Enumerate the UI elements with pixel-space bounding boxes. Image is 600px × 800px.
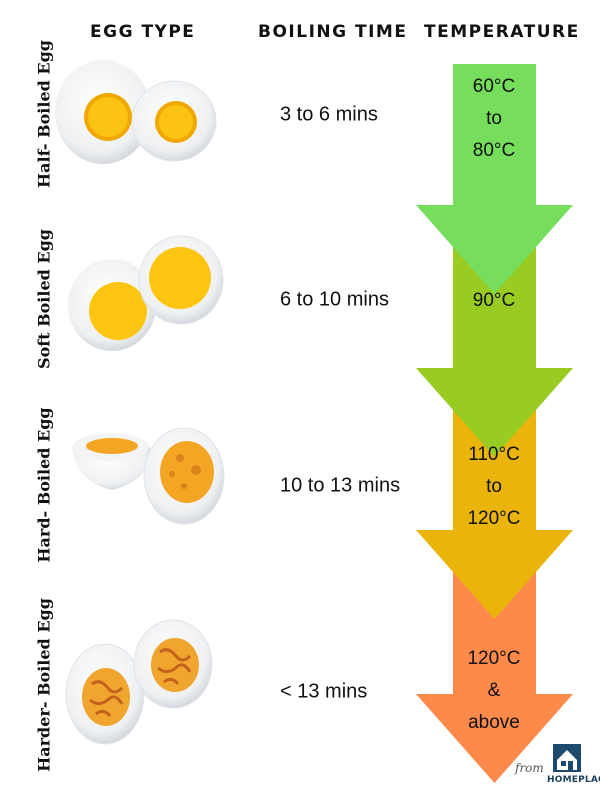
temperature-line: & (487, 680, 501, 701)
temperature-line: above (468, 712, 520, 733)
temperature-line: 80°C (472, 140, 516, 161)
boiling-time-soft-boiled: 6 to 10 mins (280, 288, 389, 311)
logo-from-text: from (515, 761, 544, 775)
temperature-hard-boiled: 110°C to 120°C (437, 439, 551, 535)
temperature-soft-boiled: 90°C (437, 285, 551, 317)
temperature-arrow-soft (416, 246, 573, 457)
boiling-time-half-boiled: 3 to 6 mins (280, 103, 378, 126)
header-egg-type: EGG TYPE (90, 22, 196, 42)
temperature-line: to (486, 108, 502, 129)
temperature-line: to (486, 476, 502, 497)
homeplace-logo: from HOMEPLACE.IN (515, 743, 600, 793)
temperature-line: 60°C (472, 76, 516, 97)
soft-boiled-egg-image (68, 235, 224, 351)
temperature-half-boiled: 60°C to 80°C (437, 71, 551, 167)
logo-name-text: HOMEPLACE.IN (547, 775, 600, 785)
boiling-time-harder-boiled: < 13 mins (280, 680, 368, 703)
temperature-line: 120°C (467, 508, 521, 529)
temperature-line: 110°C (468, 444, 520, 465)
temperature-line: 90°C (472, 290, 516, 311)
hard-boiled-egg-image (72, 427, 225, 525)
header-boiling-time: BOILING TIME (258, 22, 408, 42)
header-temperature: TEMPERATURE (424, 22, 580, 42)
temperature-arrow-harder (416, 572, 573, 783)
harder-boiled-egg-image (65, 619, 213, 745)
temperature-line: 120°C (467, 648, 521, 669)
house-icon (553, 744, 581, 772)
temperature-arrow-hard (416, 408, 573, 619)
boiling-time-hard-boiled: 10 to 13 mins (280, 474, 401, 497)
temperature-arrow-half (416, 64, 573, 294)
half-boiled-egg-image (55, 60, 217, 164)
temperature-harder-boiled: 120°C & above (437, 643, 551, 739)
